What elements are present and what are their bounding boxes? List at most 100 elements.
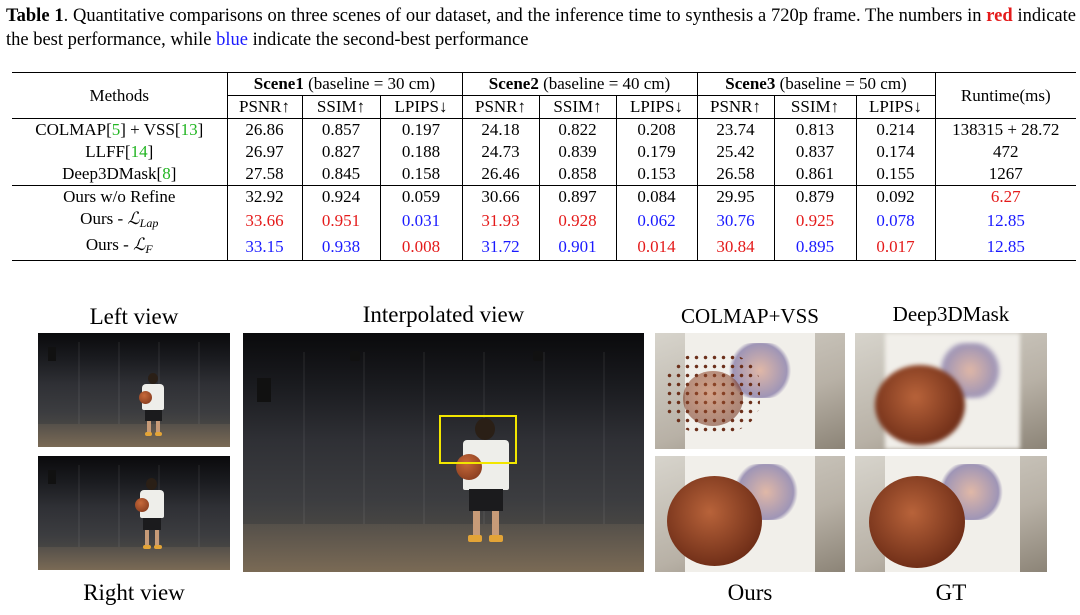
value-cell: 31.93 — [461, 208, 539, 234]
value-cell: 0.901 — [538, 234, 616, 261]
table-row: Deep3DMask[8] 27.58 0.845 0.158 26.46 0.… — [12, 163, 1076, 186]
metric-psnr: PSNR↑ — [461, 95, 539, 119]
runtime-cell: 12.85 — [934, 234, 1076, 261]
runtime-cell: 6.27 — [934, 185, 1076, 208]
metric-ssim: SSIM↑ — [538, 95, 616, 119]
method-cell: Ours - ℒF — [12, 234, 227, 261]
gt-label: GT — [935, 580, 967, 605]
value-cell: 0.017 — [855, 234, 935, 261]
method-cell: COLMAP[5] + VSS[13] — [35, 120, 204, 139]
table-caption: Table 1. Quantitative comparisons on thr… — [6, 4, 1076, 52]
value-cell: 0.924 — [301, 185, 380, 208]
left-view-label: Left view — [89, 304, 179, 329]
value-cell: 26.86 — [226, 118, 302, 141]
caption-text-2: indicate the best performance, while — [6, 6, 1076, 50]
caption-text-1: . Quantitative comparisons on three scen… — [63, 6, 987, 26]
value-cell: 24.18 — [461, 118, 539, 141]
runtime-cell: 138315 + 28.72 — [934, 118, 1076, 141]
value-cell: 0.857 — [301, 118, 380, 141]
value-cell: 0.179 — [615, 141, 697, 163]
header-row-scenes: Methods Scene1 (baseline = 30 cm) Scene2… — [12, 72, 1076, 119]
method-cell: Ours w/o Refine — [12, 185, 227, 208]
value-cell: 0.197 — [379, 118, 462, 141]
value-cell: 0.014 — [615, 234, 697, 261]
deep3dmask-crop — [855, 333, 1047, 449]
value-cell: 25.42 — [696, 141, 774, 163]
value-cell: 0.897 — [538, 185, 616, 208]
value-cell: 0.951 — [301, 208, 380, 234]
value-cell: 0.155 — [855, 163, 935, 186]
value-cell: 31.72 — [461, 234, 539, 261]
left-view-image — [38, 333, 230, 447]
value-cell: 0.174 — [855, 141, 935, 163]
zoom-region-box — [439, 415, 517, 464]
results-table: Methods Scene1 (baseline = 30 cm) Scene2… — [12, 72, 1076, 261]
metric-ssim: SSIM↑ — [773, 95, 856, 119]
table-row: Ours - ℒF 33.15 0.938 0.008 31.72 0.901 … — [12, 234, 1076, 261]
method-cell: Ours - ℒLap — [80, 209, 159, 230]
table-row: LLFF[14] 26.97 0.827 0.188 24.73 0.839 0… — [12, 141, 1076, 163]
value-cell: 26.97 — [226, 141, 302, 163]
runtime-cell: 12.85 — [934, 208, 1076, 234]
table-row: COLMAP[5] + VSS[13] 26.86 0.857 0.197 24… — [12, 118, 1076, 141]
value-cell: 0.008 — [379, 234, 462, 261]
value-cell: 26.46 — [461, 163, 539, 186]
value-cell: 0.158 — [379, 163, 462, 186]
metric-lpips: LPIPS↓ — [379, 95, 462, 119]
right-view-image — [38, 456, 230, 570]
value-cell: 0.084 — [615, 185, 697, 208]
citation-link[interactable]: 8 — [162, 164, 171, 183]
value-cell: 23.74 — [696, 118, 774, 141]
scene1-header: Scene1 (baseline = 30 cm) — [226, 72, 462, 96]
value-cell: 30.66 — [461, 185, 539, 208]
runtime-header: Runtime(ms) — [934, 72, 1076, 119]
interpolated-view-label: Interpolated view — [362, 302, 525, 327]
colmap-vss-label: COLMAP+VSS — [681, 304, 819, 328]
caption-red-word: red — [986, 6, 1013, 26]
value-cell: 0.214 — [855, 118, 935, 141]
value-cell: 0.813 — [773, 118, 856, 141]
method-cell: Deep3DMask[8] — [62, 164, 177, 183]
value-cell: 0.092 — [855, 185, 935, 208]
metric-lpips: LPIPS↓ — [855, 95, 935, 119]
metric-lpips: LPIPS↓ — [615, 95, 697, 119]
caption-blue-word: blue — [216, 30, 248, 50]
citation-link[interactable]: 14 — [130, 142, 148, 161]
value-cell: 30.84 — [696, 234, 774, 261]
ours-crop — [655, 456, 845, 572]
value-cell: 0.879 — [773, 185, 856, 208]
right-view-label: Right view — [83, 580, 185, 605]
runtime-cell: 472 — [934, 141, 1076, 163]
table-row: Ours - ℒLap 33.66 0.951 0.031 31.93 0.92… — [12, 208, 1076, 234]
value-cell: 0.895 — [773, 234, 856, 261]
scene3-header: Scene3 (baseline = 50 cm) — [696, 72, 935, 96]
deep3dmask-label: Deep3DMask — [892, 302, 1010, 326]
value-cell: 24.73 — [461, 141, 539, 163]
value-cell: 0.827 — [301, 141, 380, 163]
ours-label: Ours — [727, 580, 773, 605]
value-cell: 0.822 — [538, 118, 616, 141]
value-cell: 0.059 — [379, 185, 462, 208]
table-row: Ours w/o Refine 32.92 0.924 0.059 30.66 … — [12, 185, 1076, 208]
citation-link[interactable]: 13 — [180, 120, 198, 139]
value-cell: 0.858 — [538, 163, 616, 186]
scene2-header: Scene2 (baseline = 40 cm) — [461, 72, 697, 96]
citation-link[interactable]: 5 — [111, 120, 121, 139]
value-cell: 0.031 — [379, 208, 462, 234]
caption-label: Table 1 — [6, 6, 64, 26]
value-cell: 0.928 — [538, 208, 616, 234]
metric-ssim: SSIM↑ — [301, 95, 380, 119]
interpolated-view-image — [243, 333, 644, 572]
value-cell: 0.078 — [855, 208, 935, 234]
value-cell: 29.95 — [696, 185, 774, 208]
value-cell: 0.062 — [615, 208, 697, 234]
runtime-cell: 1267 — [934, 163, 1076, 186]
colmap-vss-crop — [655, 333, 845, 449]
value-cell: 33.15 — [226, 234, 302, 261]
gt-crop — [855, 456, 1047, 572]
value-cell: 33.66 — [226, 208, 302, 234]
value-cell: 0.153 — [615, 163, 697, 186]
value-cell: 0.861 — [773, 163, 856, 186]
metric-psnr: PSNR↑ — [226, 95, 302, 119]
value-cell: 0.837 — [773, 141, 856, 163]
